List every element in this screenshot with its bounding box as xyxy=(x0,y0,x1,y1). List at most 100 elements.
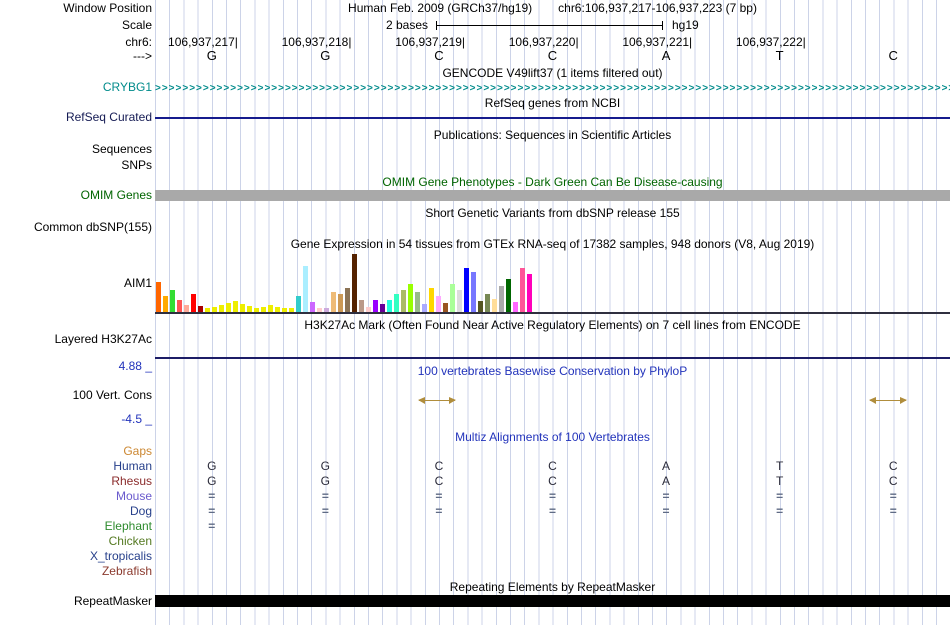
gtex-expression-bar[interactable] xyxy=(492,299,497,312)
multiz-species-label-human[interactable]: Human xyxy=(113,459,152,473)
refseq-track-line[interactable] xyxy=(155,117,950,119)
gtex-expression-bar[interactable] xyxy=(289,308,294,312)
gtex-expression-bar[interactable] xyxy=(436,296,441,312)
gtex-expression-bar[interactable] xyxy=(282,308,287,312)
h3k27ac-label[interactable]: Layered H3K27Ac xyxy=(54,332,152,346)
gtex-expression-bar[interactable] xyxy=(443,303,448,312)
gtex-expression-bar[interactable] xyxy=(429,288,434,312)
publications-sequences-label[interactable]: Sequences xyxy=(91,142,152,156)
window-position-row-label: Window Position xyxy=(63,1,152,15)
multiz-species-label-mouse[interactable]: Mouse xyxy=(115,489,152,503)
gtex-expression-bar[interactable] xyxy=(415,292,420,312)
gtex-expression-bar[interactable] xyxy=(485,294,490,312)
multiz-species-label-chicken[interactable]: Chicken xyxy=(108,534,152,548)
strand-direction-label: ---> xyxy=(133,49,152,63)
window-position-value: Human Feb. 2009 (GRCh37/hg19) chr6:106,9… xyxy=(155,1,950,15)
chromosome-label: chr6: xyxy=(125,35,152,49)
conservation-label[interactable]: 100 Vert. Cons xyxy=(72,388,152,402)
gtex-expression-bar[interactable] xyxy=(226,303,231,312)
gtex-expression-bar[interactable] xyxy=(408,284,413,312)
gtex-expression-bar[interactable] xyxy=(212,307,217,312)
multiz-species-label-zebrafish[interactable]: Zebrafish xyxy=(101,564,152,578)
gtex-expression-bar[interactable] xyxy=(471,272,476,312)
multiz-species-label-gaps[interactable]: Gaps xyxy=(123,444,152,458)
gtex-gene-label[interactable]: AIM1 xyxy=(123,276,152,290)
repeatmasker-track-bar[interactable] xyxy=(155,595,950,607)
publications-snps-label[interactable]: SNPs xyxy=(121,158,152,172)
gtex-expression-bar[interactable] xyxy=(527,274,532,312)
gtex-expression-bar[interactable] xyxy=(275,307,280,312)
gtex-expression-bar[interactable] xyxy=(247,306,252,312)
multiz-species-label-x_tropicalis[interactable]: X_tropicalis xyxy=(89,549,152,563)
assembly-name: Human Feb. 2009 (GRCh37/hg19) xyxy=(348,1,533,15)
gtex-expression-bar[interactable] xyxy=(296,296,301,312)
gtex-baseline xyxy=(155,312,950,314)
gtex-expression-bar[interactable] xyxy=(387,300,392,312)
gtex-expression-bar[interactable] xyxy=(457,290,462,312)
gtex-expression-bar[interactable] xyxy=(233,301,238,312)
gtex-expression-bar[interactable] xyxy=(450,284,455,312)
gencode-arrow-line[interactable]: >>>>>>>>>>>>>>>>>>>>>>>>>>>>>>>>>>>>>>>>… xyxy=(155,83,950,94)
repeatmasker-title: Repeating Elements by RepeatMasker xyxy=(449,580,656,594)
dbsnp-label[interactable]: Common dbSNP(155) xyxy=(33,220,152,234)
h3k27ac-track-line[interactable] xyxy=(155,357,950,359)
gtex-expression-bar[interactable] xyxy=(513,302,518,312)
scale-row-label: Scale xyxy=(121,18,152,32)
gtex-expression-bar[interactable] xyxy=(177,300,182,312)
gencode-title: GENCODE V49lift37 (1 items filtered out) xyxy=(442,66,663,80)
gtex-expression-bar[interactable] xyxy=(380,304,385,312)
gtex-expression-bar[interactable] xyxy=(422,304,427,312)
gtex-expression-bar[interactable] xyxy=(499,286,504,312)
gtex-expression-bar[interactable] xyxy=(506,279,511,312)
gtex-expression-bar[interactable] xyxy=(184,305,189,312)
gtex-expression-bar[interactable] xyxy=(464,268,469,312)
gtex-expression-bar[interactable] xyxy=(394,294,399,312)
gtex-expression-bar[interactable] xyxy=(520,268,525,312)
gtex-expression-bar[interactable] xyxy=(268,305,273,312)
gtex-expression-bar[interactable] xyxy=(338,294,343,312)
gtex-expression-bar[interactable] xyxy=(317,308,322,312)
repeatmasker-label[interactable]: RepeatMasker xyxy=(73,594,152,608)
gtex-expression-bar[interactable] xyxy=(198,306,203,312)
multiz-species-label-elephant[interactable]: Elephant xyxy=(104,519,152,533)
publications-title: Publications: Sequences in Scientific Ar… xyxy=(433,128,672,142)
h3k27ac-title: H3K27Ac Mark (Often Found Near Active Re… xyxy=(304,318,801,332)
gtex-expression-bar[interactable] xyxy=(240,304,245,312)
scale-bar xyxy=(436,21,663,30)
multiz-species-label-dog[interactable]: Dog xyxy=(129,504,152,518)
gtex-expression-bar[interactable] xyxy=(219,305,224,312)
genome-assembly-label: hg19 xyxy=(672,18,699,32)
gtex-expression-bar[interactable] xyxy=(345,288,350,312)
omim-genes-label[interactable]: OMIM Genes xyxy=(80,188,152,202)
gtex-expression-bar[interactable] xyxy=(366,307,371,312)
gtex-expression-bar[interactable] xyxy=(191,294,196,312)
conservation-axis-max: 4.88 _ xyxy=(118,359,152,373)
multiz-title: Multiz Alignments of 100 Vertebrates xyxy=(455,430,650,444)
gtex-expression-bar[interactable] xyxy=(170,290,175,312)
phylop-title: 100 vertebrates Basewise Conservation by… xyxy=(417,364,688,378)
gtex-expression-bar[interactable] xyxy=(331,292,336,312)
gtex-expression-bar[interactable] xyxy=(478,301,483,312)
gtex-expression-bar[interactable] xyxy=(254,308,259,312)
gtex-title: Gene Expression in 54 tissues from GTEx … xyxy=(290,237,815,251)
gtex-expression-bar[interactable] xyxy=(163,296,168,312)
gtex-expression-bar[interactable] xyxy=(324,308,329,312)
gtex-expression-bar[interactable] xyxy=(156,282,161,312)
omim-track-bar[interactable] xyxy=(155,190,950,201)
gtex-expression-bar[interactable] xyxy=(352,254,357,312)
gencode-gene-label[interactable]: CRYBG1 xyxy=(102,80,152,94)
conservation-axis-min: -4.5 _ xyxy=(121,412,152,426)
omim-title: OMIM Gene Phenotypes - Dark Green Can Be… xyxy=(382,175,723,189)
gtex-expression-bar[interactable] xyxy=(373,300,378,312)
scale-value: 2 bases xyxy=(385,18,428,32)
gtex-expression-bar[interactable] xyxy=(359,300,364,312)
gtex-expression-bar[interactable] xyxy=(401,290,406,312)
dbsnp-title: Short Genetic Variants from dbSNP releas… xyxy=(425,206,680,220)
multiz-species-label-rhesus[interactable]: Rhesus xyxy=(111,474,152,488)
gtex-expression-bar[interactable] xyxy=(303,266,308,312)
gtex-expression-bar[interactable] xyxy=(310,302,315,312)
refseq-curated-label[interactable]: RefSeq Curated xyxy=(65,110,152,124)
position-range: chr6:106,937,217-106,937,223 (7 bp) xyxy=(558,1,757,15)
gtex-expression-bar[interactable] xyxy=(261,307,266,312)
gtex-expression-bar[interactable] xyxy=(205,308,210,312)
